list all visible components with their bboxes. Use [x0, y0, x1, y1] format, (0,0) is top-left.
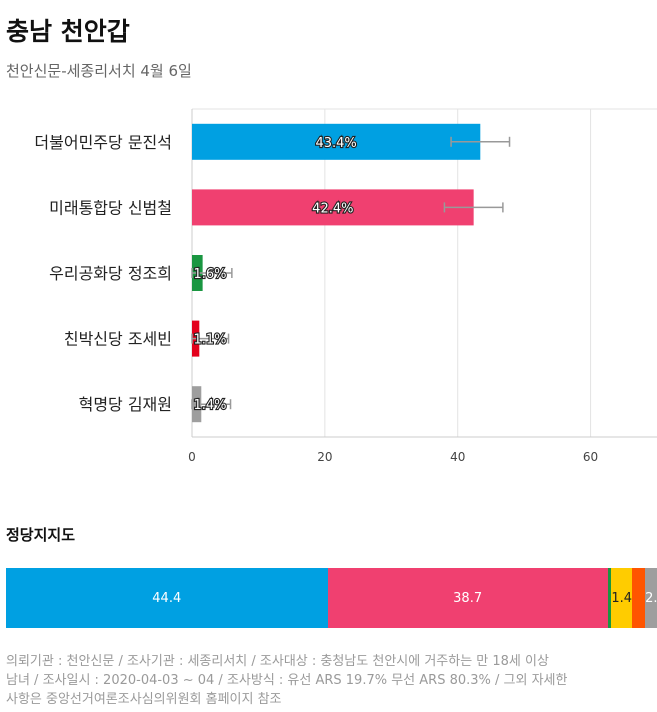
value-label: 1.1% — [193, 333, 226, 348]
candidate-bar-chart: 0 20 40 60 더불어민주당 문진석 43.4% 미래통합당 신범철 42.4% 우리공화… — [34, 108, 657, 464]
party-segment: 44.4 — [6, 568, 328, 628]
party-segment: 1.4 — [611, 568, 633, 628]
party-segment: 2.8 — [645, 568, 657, 628]
party-segment — [632, 568, 646, 628]
x-tick-label: 20 — [317, 450, 332, 464]
category-label: 혁명당 김재원 — [79, 395, 172, 414]
page-title: 충남 천안갑 — [6, 17, 130, 46]
party-support-stacked-bar: 44.4 38.7 1.4 2.8 — [6, 568, 657, 628]
footnote-line: 의뢰기관 : 천안신문 / 조사기관 : 세종리서치 / 조사대상 : 충청남도… — [6, 654, 549, 669]
category-label: 우리공화당 정조희 — [49, 264, 172, 283]
bar — [192, 189, 474, 226]
value-label: 1.6% — [193, 267, 226, 282]
party-segment — [607, 568, 612, 628]
segment-value-label: 44.4 — [152, 590, 182, 606]
value-label: 43.4% — [315, 136, 356, 151]
footnote-line: 사항은 중앙선거여론조사심의위원회 홈페이지 참조 — [6, 692, 282, 707]
value-label: 42.4% — [312, 201, 353, 216]
party-segment: 38.7 — [327, 568, 608, 628]
value-label: 1.4% — [193, 398, 226, 413]
segment-value-label: 1.4 — [611, 590, 633, 606]
x-tick-label: 60 — [583, 450, 598, 464]
survey-footnote: 의뢰기관 : 천안신문 / 조사기관 : 세종리서치 / 조사대상 : 충청남도… — [6, 652, 654, 709]
bar — [192, 123, 481, 160]
party-support-title: 정당지지도 — [6, 526, 76, 544]
x-tick-label: 40 — [450, 450, 465, 464]
page-subtitle: 천안신문-세종리서치 4월 6일 — [6, 62, 192, 80]
x-tick-label: 0 — [188, 450, 196, 464]
footnote-line: 남녀 / 조사일시 : 2020-04-03 ~ 04 / 조사방식 : 유선 … — [6, 673, 568, 688]
segment-value-label: 38.7 — [453, 590, 483, 606]
segment-value-label: 2.8 — [645, 590, 657, 606]
category-label: 미래통합당 신범철 — [49, 198, 172, 217]
category-label: 더불어민주당 문진석 — [34, 133, 172, 152]
category-label: 친박신당 조세빈 — [64, 330, 172, 349]
